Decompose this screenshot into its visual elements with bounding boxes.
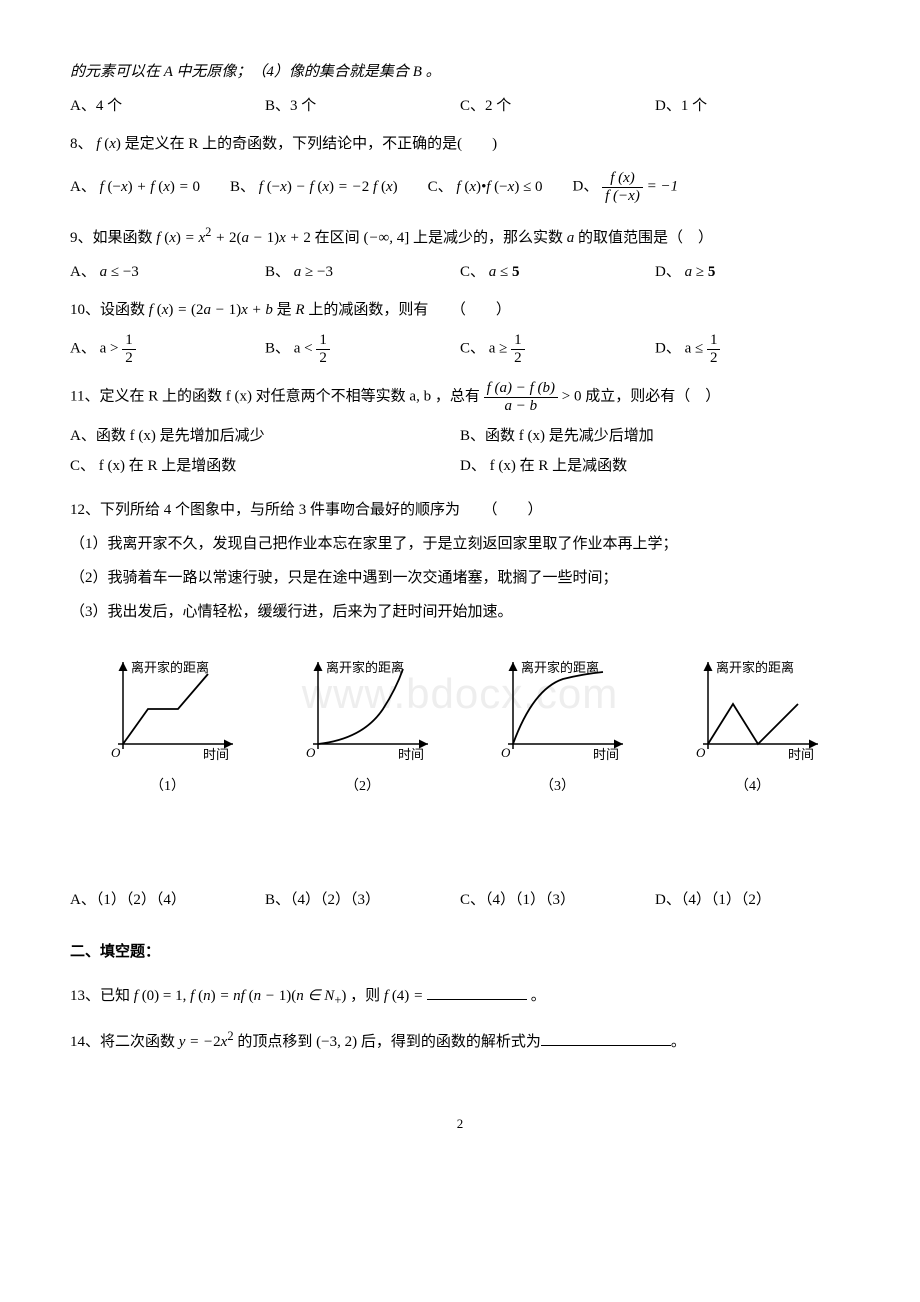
q7-option-d: D、1 个 [655, 94, 850, 118]
svg-text:O: O [306, 745, 316, 760]
q10-text: 10、设函数 f (x) = (2a − 1)x + b 是 R 上的减函数，则… [70, 298, 850, 322]
svg-text:O: O [501, 745, 511, 760]
svg-text:O: O [696, 745, 706, 760]
q8-option-b: B、 f (−x) − f (x) = −2 f (x) [230, 175, 398, 199]
q9-text: 9、如果函数 f (x) = x2 + 2(a − 1)x + 2 在区间 (−… [70, 222, 850, 250]
graph-1-label: （1） [93, 776, 243, 798]
q11-option-d: D、 f (x) 在 R 上是减函数 [460, 454, 850, 478]
section-2-title: 二、填空题： [70, 940, 850, 964]
q12-scenario-3: （3）我出发后，心情轻松，缓缓行进，后来为了赶时间开始加速。 [70, 600, 850, 624]
q12-option-d: D、（4）（1）（2） [655, 888, 850, 912]
q8-options: A、 f (−x) + f (x) = 0 B、 f (−x) − f (x) … [70, 170, 850, 204]
q13-text: 13、已知 f (0) = 1, f (n) = nf (n − 1)(n ∈ … [70, 984, 850, 1010]
q14-text: 14、将二次函数 y = −2x2 的顶点移到 (−3, 2) 后，得到的函数的… [70, 1026, 850, 1054]
q11-option-c: C、 f (x) 在 R 上是增函数 [70, 454, 460, 478]
q9-option-b: B、 a ≥ −3 [265, 260, 460, 284]
svg-text:离开家的距离: 离开家的距离 [326, 660, 404, 675]
graph-2-svg: 离开家的距离 时间 O [288, 654, 438, 764]
q10-option-b: B、 a < 12 [265, 332, 460, 366]
svg-text:时间: 时间 [203, 747, 229, 762]
svg-text:离开家的距离: 离开家的距离 [521, 660, 599, 675]
q11-options: A、函数 f (x) 是先增加后减少 B、函数 f (x) 是先减少后增加 C、… [70, 424, 850, 484]
q12-graphs: 离开家的距离 时间 O （1） 离开家的距离 时间 O （2） 离开家的距离 时… [70, 654, 850, 798]
graph-1: 离开家的距离 时间 O （1） [93, 654, 243, 798]
q12-text: 12、下列所给 4 个图象中，与所给 3 件事吻合最好的顺序为 （ ） [70, 498, 850, 522]
graph-1-svg: 离开家的距离 时间 O [93, 654, 243, 764]
graph-3-svg: 离开家的距离 时间 O [483, 654, 633, 764]
q12-option-c: C、（4）（1）（3） [460, 888, 655, 912]
graph-2-label: （2） [288, 776, 438, 798]
svg-text:离开家的距离: 离开家的距离 [716, 660, 794, 675]
q10-options: A、 a > 12 B、 a < 12 C、 a ≥ 12 D、 a ≤ 12 [70, 332, 850, 366]
graph-4-label: （4） [678, 776, 828, 798]
q10-option-c: C、 a ≥ 12 [460, 332, 655, 366]
q7-options: A、4 个 B、3 个 C、2 个 D、1 个 [70, 94, 850, 118]
q9-option-c: C、 a ≤ 5 [460, 260, 655, 284]
q8-option-a: A、 f (−x) + f (x) = 0 [70, 175, 200, 199]
q12-scenario-1: （1）我离开家不久，发现自己把作业本忘在家里了，于是立刻返回家里取了作业本再上学… [70, 532, 850, 556]
q8-option-d: D、 f (x)f (−x) = −1 [573, 170, 679, 204]
q7-option-c: C、2 个 [460, 94, 655, 118]
graph-4: 离开家的距离 时间 O （4） [678, 654, 828, 798]
q7-option-a: A、4 个 [70, 94, 265, 118]
intro-text: 的元素可以在 A 中无原像；（4）像的集合就是集合 B 。 [70, 60, 850, 84]
q8-text: 8、 f (x) 是定义在 R 上的奇函数，下列结论中，不正确的是( ) [70, 132, 850, 156]
q9-option-d: D、 a ≥ 5 [655, 260, 850, 284]
svg-text:离开家的距离: 离开家的距离 [131, 660, 209, 675]
page-number: 2 [70, 1114, 850, 1135]
q12-scenario-2: （2）我骑着车一路以常速行驶，只是在途中遇到一次交通堵塞，耽搁了一些时间； [70, 566, 850, 590]
q12-options: A、（1）（2）（4） B、（4）（2）（3） C、（4）（1）（3） D、（4… [70, 888, 850, 912]
q14-blank [541, 1030, 671, 1046]
q7-option-b: B、3 个 [265, 94, 460, 118]
q12-option-a: A、（1）（2）（4） [70, 888, 265, 912]
q11-option-b: B、函数 f (x) 是先减少后增加 [460, 424, 850, 448]
graph-3: 离开家的距离 时间 O （3） [483, 654, 633, 798]
q8-option-c: C、 f (x)•f (−x) ≤ 0 [428, 175, 543, 199]
q9-options: A、 a ≤ −3 B、 a ≥ −3 C、 a ≤ 5 D、 a ≥ 5 [70, 260, 850, 284]
svg-text:时间: 时间 [593, 747, 619, 762]
q12-option-b: B、（4）（2）（3） [265, 888, 460, 912]
graph-4-svg: 离开家的距离 时间 O [678, 654, 828, 764]
q11-option-a: A、函数 f (x) 是先增加后减少 [70, 424, 460, 448]
q10-option-d: D、 a ≤ 12 [655, 332, 850, 366]
svg-text:时间: 时间 [398, 747, 424, 762]
graph-3-label: （3） [483, 776, 633, 798]
svg-text:O: O [111, 745, 121, 760]
q11-text: 11、定义在 R 上的函数 f (x) 对任意两个不相等实数 a, b ，总有 … [70, 380, 850, 414]
graph-2: 离开家的距离 时间 O （2） [288, 654, 438, 798]
q10-option-a: A、 a > 12 [70, 332, 265, 366]
q13-blank [427, 984, 527, 1000]
q9-option-a: A、 a ≤ −3 [70, 260, 265, 284]
svg-text:时间: 时间 [788, 747, 814, 762]
